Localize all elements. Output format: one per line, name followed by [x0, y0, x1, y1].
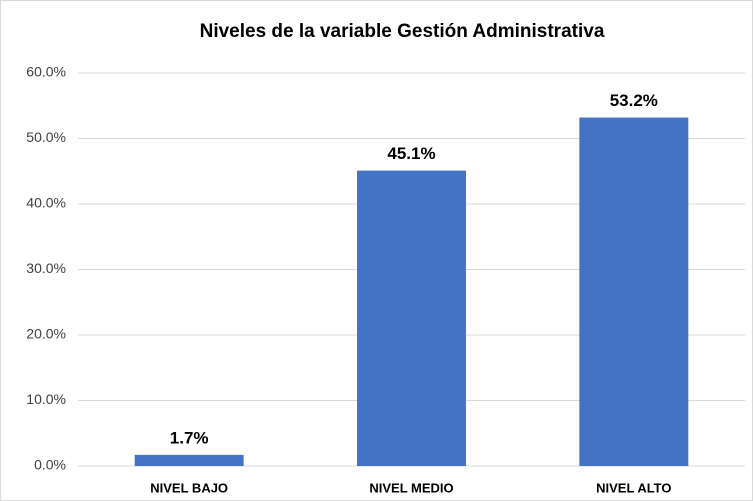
y-tick-label: 40.0% [26, 195, 66, 211]
y-tick-label: 0.0% [34, 457, 66, 473]
bar [357, 170, 466, 466]
y-tick-label: 50.0% [26, 129, 66, 145]
y-tick-label: 30.0% [26, 260, 66, 276]
y-tick-label: 20.0% [26, 326, 66, 342]
x-tick-label: NIVEL BAJO [150, 480, 228, 495]
chart-title: Niveles de la variable Gestión Administr… [200, 21, 605, 42]
y-tick-label: 60.0% [26, 64, 66, 80]
value-label: 45.1% [387, 144, 435, 163]
x-tick-label: NIVEL MEDIO [369, 480, 453, 495]
bar [579, 117, 689, 466]
bar [134, 454, 244, 466]
value-label: 53.2% [610, 91, 658, 110]
value-label: 1.7% [170, 428, 209, 447]
y-tick-label: 10.0% [26, 391, 66, 407]
x-tick-label: NIVEL ALTO [596, 480, 671, 495]
